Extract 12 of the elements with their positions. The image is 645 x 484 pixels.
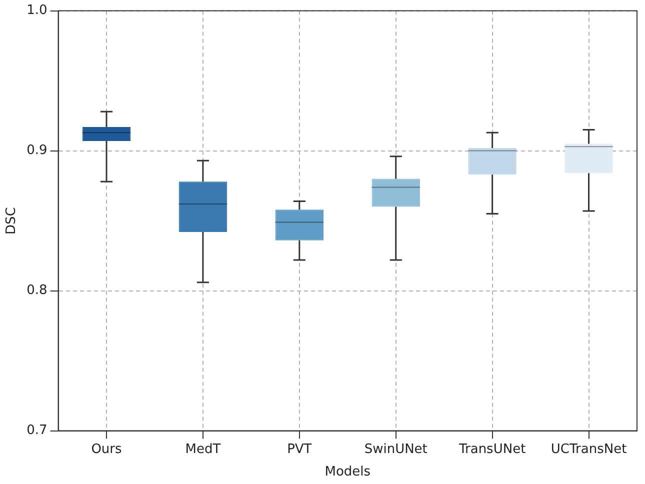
- x-tick-label: Ours: [91, 442, 122, 457]
- x-tick-label: PVT: [287, 442, 312, 457]
- x-tick-label: TransUNet: [458, 442, 526, 457]
- y-tick-label: 1.0: [26, 3, 48, 18]
- y-tick-label: 0.8: [26, 283, 48, 298]
- x-tick-label: MedT: [185, 442, 221, 457]
- x-tick-label: SwinUNet: [364, 442, 428, 457]
- x-axis-title: Models: [324, 464, 371, 480]
- y-tick-label: 0.7: [26, 423, 48, 438]
- y-tick-label: 0.9: [26, 143, 48, 158]
- y-axis-title: DSC: [4, 207, 20, 234]
- x-tick-label: UCTransNet: [550, 442, 627, 457]
